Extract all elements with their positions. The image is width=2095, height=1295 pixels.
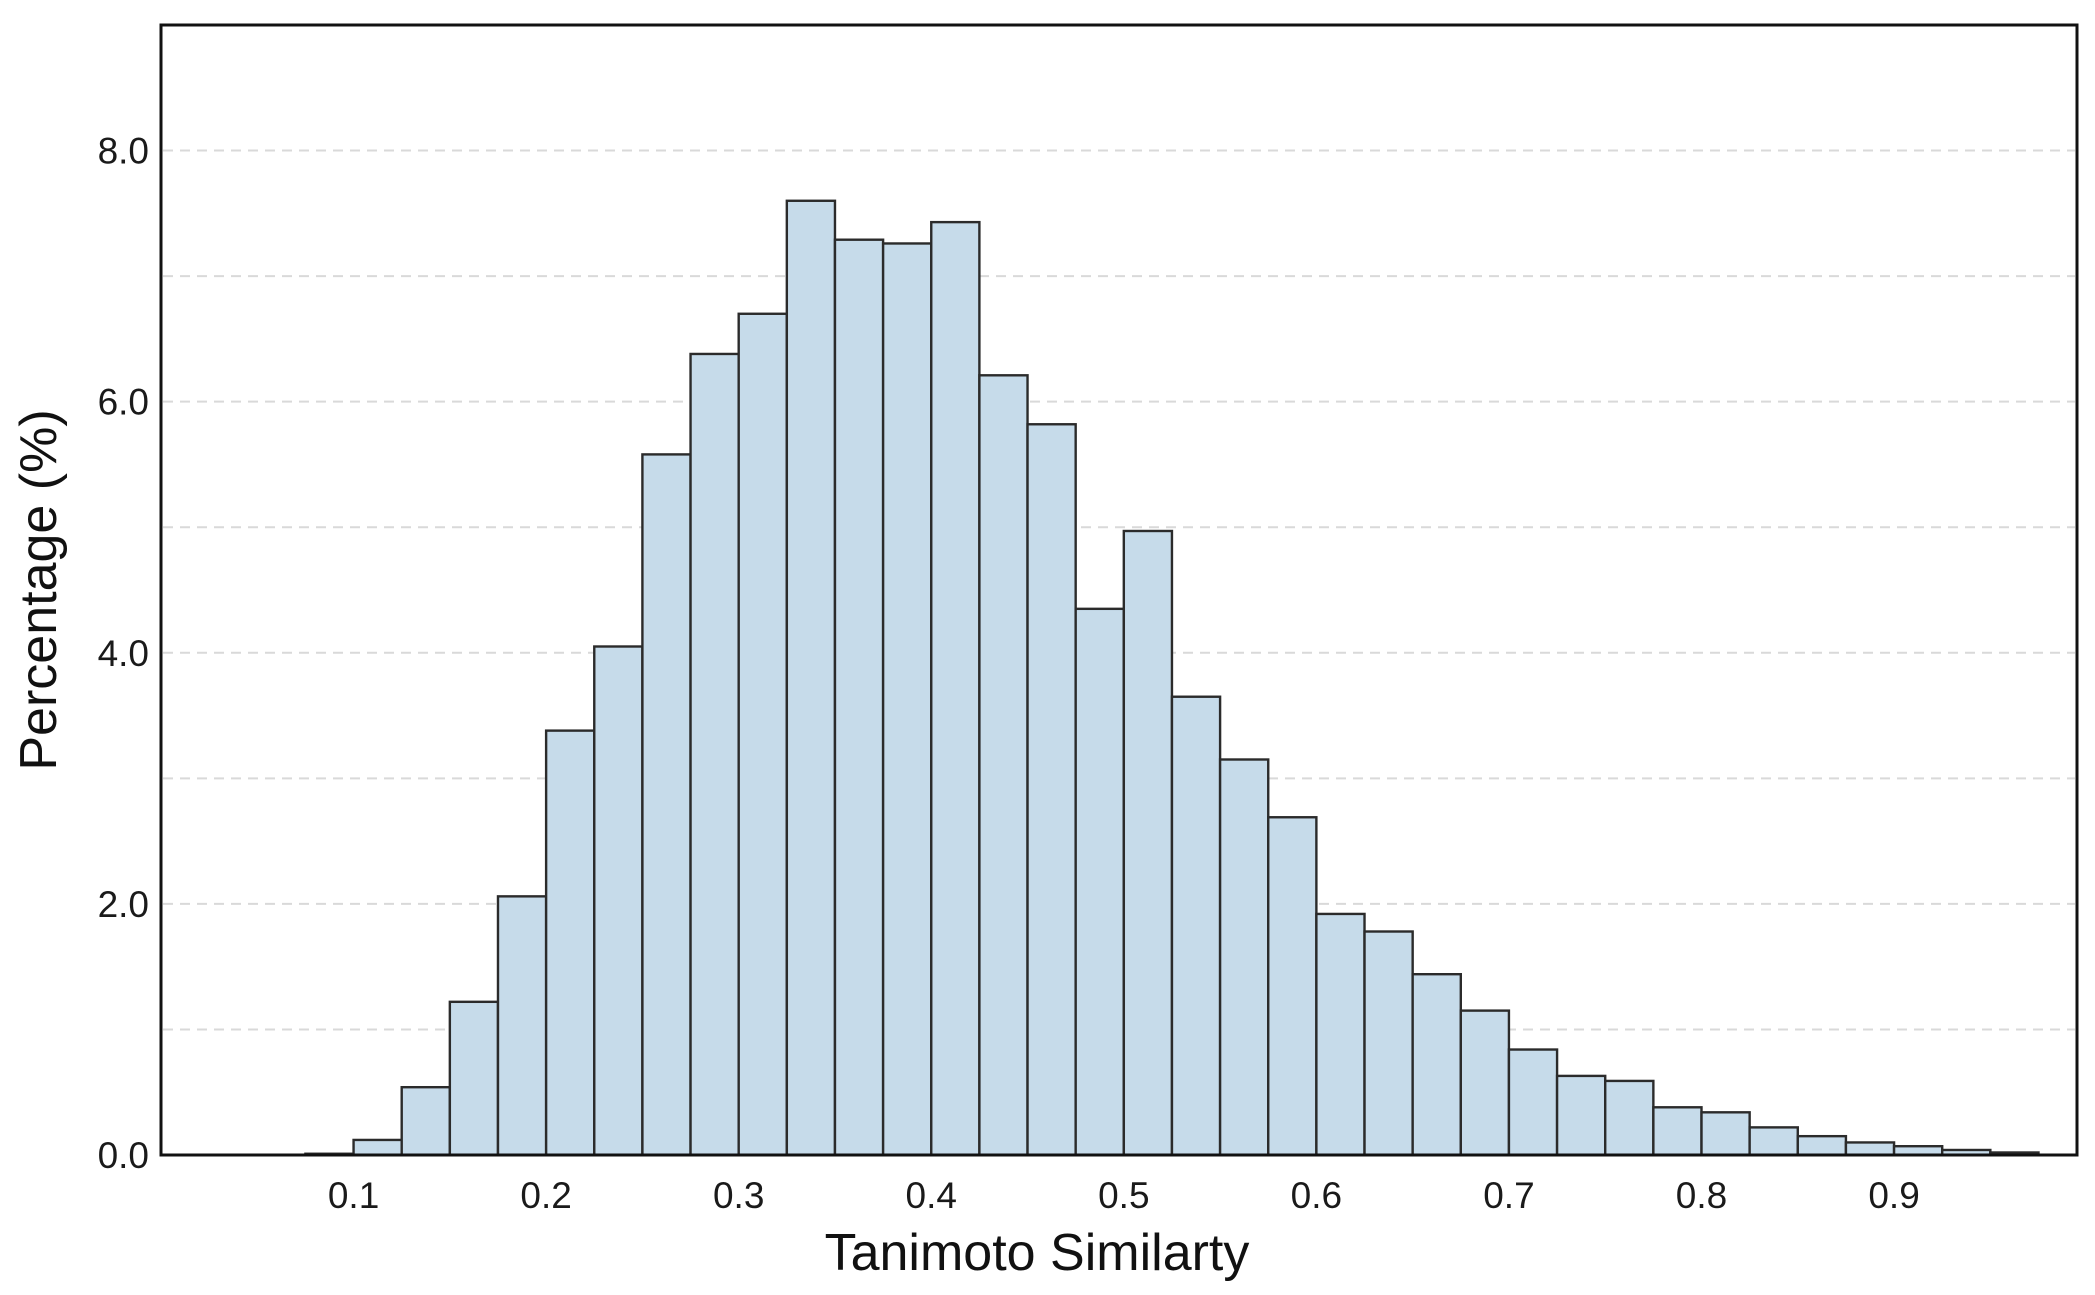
histogram-bar xyxy=(833,238,885,1157)
histogram-bar xyxy=(448,1000,500,1157)
histogram-bar xyxy=(1507,1048,1559,1157)
histogram-bar xyxy=(1844,1141,1896,1157)
x-tick-label: 0.5 xyxy=(1098,1175,1149,1216)
histogram-bar xyxy=(785,199,837,1157)
histogram-bar xyxy=(1218,758,1270,1157)
x-tick-label: 0.7 xyxy=(1483,1175,1534,1216)
histogram-bars xyxy=(304,199,2040,1157)
x-axis-title: Tanimoto Similarty xyxy=(825,1224,1250,1282)
y-tick-label: 4.0 xyxy=(98,633,149,674)
histogram-bar xyxy=(1796,1134,1848,1157)
x-tick-label: 0.3 xyxy=(713,1175,764,1216)
y-tick-label: 0.0 xyxy=(98,1135,149,1176)
histogram-bar xyxy=(737,312,789,1157)
histogram-bar xyxy=(400,1085,452,1157)
histogram-bar xyxy=(1170,695,1222,1157)
histogram-bar xyxy=(978,374,1029,1157)
x-tick-label: 0.1 xyxy=(328,1175,379,1216)
histogram-bar xyxy=(1459,1009,1511,1157)
histogram-bar xyxy=(689,352,740,1157)
histogram-bar xyxy=(1122,529,1174,1157)
y-axis-ticks: 0.0 2.0 4.0 6.0 8.0 xyxy=(98,131,149,1176)
histogram-bar xyxy=(1555,1074,1607,1157)
histogram-bar xyxy=(1748,1126,1799,1157)
y-tick-label: 6.0 xyxy=(98,382,149,423)
y-tick-label: 2.0 xyxy=(98,884,149,925)
histogram-bar xyxy=(641,453,692,1157)
histogram-bar xyxy=(544,729,596,1157)
histogram-bar xyxy=(352,1138,403,1157)
x-tick-label: 0.6 xyxy=(1291,1175,1342,1216)
histogram-bar xyxy=(930,220,981,1157)
histogram-bar xyxy=(1267,816,1318,1157)
histogram-bar xyxy=(1411,973,1462,1157)
histogram-bar xyxy=(1315,912,1366,1157)
histogram-bar xyxy=(881,242,933,1157)
histogram-bar xyxy=(593,645,644,1157)
x-tick-label: 0.8 xyxy=(1676,1175,1727,1216)
histogram-bar xyxy=(1026,423,1077,1157)
histogram-bar xyxy=(1700,1111,1751,1157)
histogram-bar xyxy=(1604,1079,1655,1157)
x-tick-label: 0.4 xyxy=(906,1175,957,1216)
x-tick-label: 0.9 xyxy=(1868,1175,1919,1216)
histogram-bar xyxy=(1074,607,1126,1157)
plot-frame xyxy=(159,23,2079,1157)
histogram-bar xyxy=(1652,1106,1703,1157)
y-axis-title: Percentage (%) xyxy=(10,409,68,770)
y-tick-label: 8.0 xyxy=(98,131,149,172)
x-tick-label: 0.2 xyxy=(520,1175,571,1216)
histogram-bar xyxy=(496,895,548,1157)
histogram-bar xyxy=(1363,930,1414,1157)
x-axis-ticks: 0.1 0.2 0.3 0.4 0.5 0.6 0.7 0.8 0.9 xyxy=(328,1175,1920,1216)
